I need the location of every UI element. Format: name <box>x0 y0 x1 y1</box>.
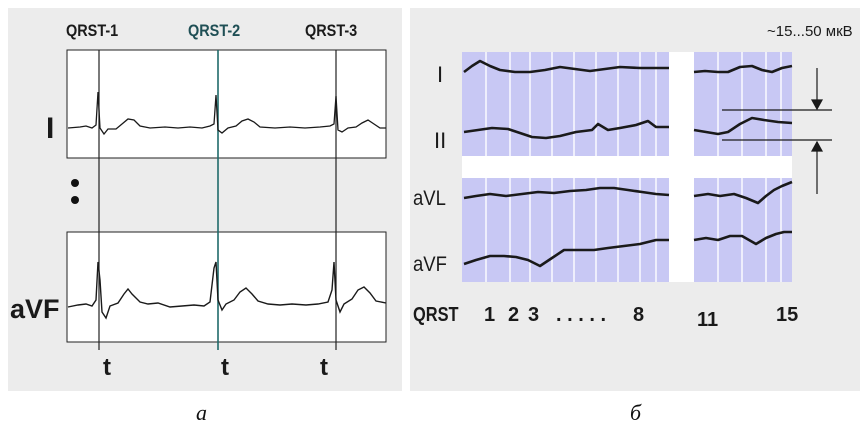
panel-a <box>8 8 402 391</box>
amplitude-range-label: ~15...50 мкВ <box>767 23 853 40</box>
lead-label-i: I <box>437 62 444 87</box>
x-tick-3: 3 <box>528 304 540 326</box>
lead-label-ii: II <box>434 128 447 153</box>
lead-label-avf: aVF <box>413 253 447 276</box>
x-axis-title: QRST <box>413 304 459 326</box>
x-tick-1: 1 <box>484 304 496 326</box>
qrst-3-label: QRST-3 <box>305 21 358 40</box>
caption-a: а <box>196 400 207 425</box>
x-tick-11: 11 <box>697 309 719 331</box>
lead-label-avl: aVL <box>413 187 446 210</box>
x-tick-15: 15 <box>776 304 799 326</box>
panel-b <box>410 8 860 391</box>
time-mark-3: t <box>320 354 328 381</box>
qrst-2-label: QRST-2 <box>188 21 241 40</box>
x-tick-8: 8 <box>633 304 645 326</box>
x-tick-2: 2 <box>508 304 520 326</box>
x-tick-ellipsis: . . . . . <box>556 304 607 326</box>
caption-b: б <box>630 400 642 425</box>
qrst-1-label: QRST-1 <box>66 21 119 40</box>
lead-i-label: I <box>46 112 55 145</box>
lead-avf-label: aVF <box>10 294 60 324</box>
time-mark-2: t <box>221 354 229 381</box>
time-mark-1: t <box>103 354 111 381</box>
